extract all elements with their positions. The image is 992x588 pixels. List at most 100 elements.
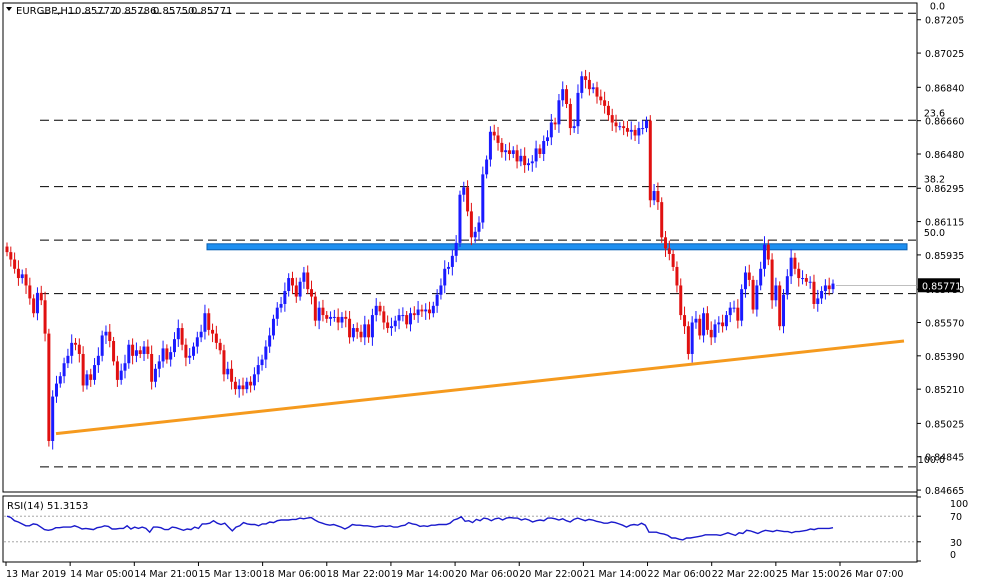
- candle-body: [96, 355, 100, 366]
- candle-body: [348, 318, 352, 338]
- candle-body: [469, 211, 473, 238]
- candle-body: [428, 309, 432, 314]
- resistance-zone: [206, 243, 908, 251]
- support-trendline-group[interactable]: [55, 339, 905, 436]
- candle-body: [211, 329, 215, 334]
- candle-body: [382, 311, 386, 323]
- candles: [5, 69, 835, 450]
- price-tick-label: 0.85570: [925, 318, 964, 329]
- candle-body: [35, 292, 39, 314]
- candle-body: [789, 257, 793, 277]
- candle-body: [644, 120, 648, 129]
- rsi-level-label: 100: [950, 499, 968, 510]
- candle-body: [310, 289, 314, 297]
- candle-body: [721, 322, 725, 327]
- price-tick-label: 0.86840: [925, 83, 964, 94]
- candle-body: [188, 355, 192, 358]
- candle-body: [294, 285, 298, 297]
- candle-body: [306, 272, 310, 290]
- candle-body: [408, 313, 412, 325]
- candle-body: [161, 348, 165, 362]
- candle-body: [762, 244, 766, 269]
- candle-body: [743, 272, 747, 290]
- candle-body: [431, 305, 435, 314]
- candle-body: [523, 155, 527, 166]
- candle-body: [386, 322, 390, 329]
- candle-body: [770, 259, 774, 301]
- candle-body: [705, 313, 709, 330]
- candle-body: [675, 266, 679, 286]
- time-tick-label: 22 Mar 06:00: [648, 569, 711, 580]
- fib-level-label: 0.0: [930, 1, 945, 12]
- candle-body: [625, 128, 629, 132]
- candle-body: [16, 268, 20, 279]
- candle-body: [241, 385, 245, 390]
- candle-body: [275, 307, 279, 319]
- candle-body: [70, 342, 74, 356]
- candle-body: [302, 272, 306, 282]
- price-tick-label: 0.85935: [925, 251, 964, 262]
- candle-body: [656, 191, 660, 203]
- rsi-line: [6, 515, 834, 541]
- rsi-indicator: 100 70 300: [4, 496, 968, 562]
- candle-body: [153, 368, 157, 382]
- candle-body: [782, 294, 786, 327]
- ohlc-open: 0.85777: [75, 6, 116, 17]
- time-tick-label: 19 Mar 14:00: [391, 569, 454, 580]
- candle-body: [245, 381, 249, 390]
- candle-body: [732, 307, 736, 309]
- candle-body: [363, 324, 367, 338]
- price-tick-label: 0.85210: [925, 385, 964, 396]
- current-price-label: 0.85771: [922, 281, 961, 292]
- time-tick-label: 20 Mar 06:00: [455, 569, 518, 580]
- candle-body: [690, 322, 694, 354]
- candle-body: [195, 337, 199, 347]
- candle-body: [367, 324, 371, 338]
- rsi-level-label: 30: [950, 538, 962, 549]
- candle-body: [420, 309, 424, 312]
- candle-body: [66, 355, 70, 364]
- candle-body: [199, 331, 203, 338]
- candle-body: [412, 313, 416, 316]
- candle-body: [664, 237, 668, 249]
- candle-body: [287, 278, 291, 292]
- candle-body: [458, 194, 462, 243]
- candle-body: [405, 315, 409, 325]
- candle-body: [131, 344, 135, 356]
- candle-body: [226, 368, 230, 375]
- candle-body: [89, 374, 93, 380]
- ohlc-high: 0.85786: [115, 6, 156, 17]
- candle-body: [827, 285, 831, 290]
- candle-body: [51, 396, 55, 442]
- triangle-down-icon: [6, 7, 12, 11]
- time-tick-label: 15 Mar 13:00: [198, 569, 261, 580]
- candle-body: [340, 316, 344, 323]
- candle-body: [192, 346, 196, 356]
- candle-body: [751, 279, 755, 310]
- candle-body: [774, 285, 778, 301]
- candle-body: [557, 100, 561, 125]
- resistance-zone-group[interactable]: [206, 243, 908, 251]
- candle-body: [447, 266, 451, 269]
- candle-body: [542, 141, 546, 154]
- candle-body: [747, 272, 751, 280]
- fib-level-label: 23.6: [924, 108, 945, 119]
- time-tick-label: 18 Mar 22:00: [327, 569, 390, 580]
- candle-body: [587, 79, 591, 90]
- price-tick-label: 0.85390: [925, 352, 964, 363]
- candle-body: [606, 105, 610, 116]
- candle-body: [237, 385, 241, 390]
- candle-body: [481, 174, 485, 223]
- fib-level-label: 50.0: [924, 228, 945, 239]
- candle-body: [115, 361, 119, 380]
- candle-body: [62, 363, 66, 377]
- candle-body: [104, 331, 108, 336]
- candle-body: [667, 248, 671, 254]
- candle-body: [637, 128, 641, 136]
- candle-body: [439, 285, 443, 295]
- candle-body: [504, 150, 508, 153]
- candle-body: [683, 315, 687, 327]
- candle-body: [534, 148, 538, 162]
